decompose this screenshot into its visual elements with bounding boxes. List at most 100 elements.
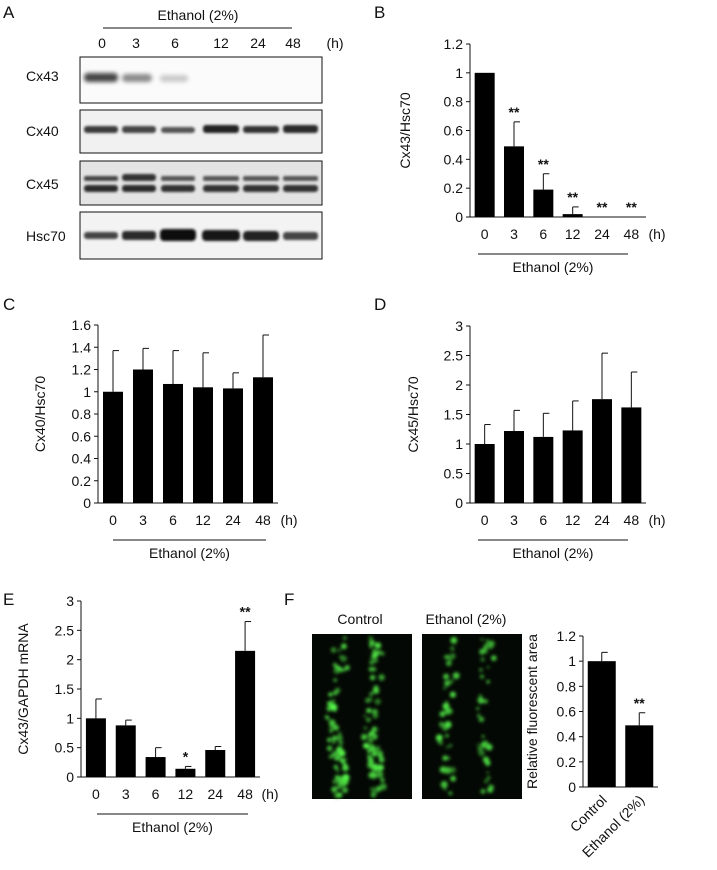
y-tick-label: 1.6 [72, 317, 92, 333]
fluorescent-punctum [366, 717, 371, 723]
y-tick-label: 0 [83, 495, 91, 511]
fluorescent-punctum [444, 721, 452, 728]
fluorescent-punctum [368, 697, 373, 702]
chart-cx43-protein: 0 0.2 0.4 0.6 0.8 1 1.2 Cx43/Hsc70 0 ** 3 ** 6 ** 12 **… [397, 36, 666, 275]
y-axis-title: Cx40/Hsc70 [32, 376, 48, 452]
significance-marker: ** [538, 156, 549, 172]
fluorescent-punctum [327, 701, 331, 706]
lane-label-24: 24 [250, 35, 266, 51]
bar [533, 189, 554, 217]
fluorescent-punctum [369, 735, 375, 740]
fluorescent-punctum [443, 673, 449, 680]
fluorescent-punctum [477, 713, 481, 718]
fluorescent-punctum [445, 700, 449, 704]
fluorescent-punctum [344, 665, 350, 671]
bar [474, 72, 495, 217]
fluorescent-punctum [480, 657, 485, 662]
fluorescent-punctum [449, 679, 454, 684]
y-tick-label: 1.2 [444, 36, 464, 52]
fluorescent-punctum [329, 754, 333, 759]
blot-image-hsc70 [79, 211, 323, 260]
fluorescent-punctum [367, 757, 374, 764]
fluorescent-punctum [374, 747, 379, 751]
y-tick-label: 0.5 [55, 740, 75, 756]
bar [115, 725, 136, 777]
fluorescent-punctum [367, 750, 371, 754]
image-label-control: Control [337, 611, 382, 627]
fluorescent-punctum [372, 713, 379, 719]
fluorescent-punctum [488, 640, 495, 648]
fluorescent-punctum [366, 708, 372, 714]
fluorescent-punctum [484, 779, 489, 784]
fluorescence-image-control [312, 634, 412, 799]
fluorescent-punctum [371, 787, 379, 795]
x-axis-unit: (h) [648, 226, 665, 242]
fluorescent-punctum [450, 775, 456, 782]
fluorescent-punctum [333, 724, 340, 731]
fluorescent-punctum [440, 781, 448, 788]
bar [474, 444, 495, 503]
x-tick-label: 0 [109, 512, 117, 528]
fluorescent-punctum [444, 680, 451, 687]
fluorescent-punctum [336, 783, 343, 790]
fluorescent-punctum [448, 744, 452, 748]
fluorescent-punctum [332, 690, 338, 696]
fluorescent-punctum [449, 766, 456, 774]
chart-cx45-protein: 0 0.5 1 1.5 2 2.5 3 Cx45/Hsc70 0 3 6 12 24 48 (h) Ethan… [405, 318, 666, 561]
blot-treatment-label: Ethanol (2%) [158, 7, 239, 23]
fluorescence-signal-ethanol [435, 636, 497, 796]
x-tick-label: 12 [565, 512, 581, 528]
fluorescent-punctum [445, 734, 449, 738]
group-label: Ethanol (2%) [132, 819, 213, 835]
y-tick-label: 0.5 [444, 466, 464, 482]
y-tick-label: 2 [66, 652, 74, 668]
panel-letter-d: D [374, 295, 386, 314]
bar [133, 369, 153, 503]
y-tick-label: 1.5 [444, 407, 464, 423]
x-tick-label: 24 [225, 512, 241, 528]
y-axis-title: Cx45/Hsc70 [405, 376, 421, 452]
fluorescent-punctum [363, 742, 369, 749]
fluorescent-punctum [439, 766, 447, 773]
bar [103, 391, 123, 503]
y-tick-label: 1.2 [72, 362, 92, 378]
bar [235, 650, 256, 777]
fluorescent-punctum [480, 789, 486, 794]
fluorescent-punctum [336, 768, 340, 772]
fluorescent-punctum [332, 699, 336, 702]
fluorescent-punctum [369, 771, 376, 778]
y-tick-label: 1 [568, 653, 576, 669]
y-tick-label: 2 [455, 377, 463, 393]
fluorescent-punctum [481, 735, 485, 738]
fluorescent-punctum [482, 756, 490, 763]
significance-marker: ** [567, 189, 578, 205]
lane-label-6: 6 [171, 35, 179, 51]
fluorescence-images: Control Ethanol (2%) [312, 611, 522, 799]
fluorescent-punctum [477, 697, 485, 704]
fluorescent-punctum [478, 716, 485, 722]
fluorescent-punctum [335, 757, 339, 761]
fluorescent-punctum [338, 731, 342, 736]
fluorescent-punctum [437, 740, 441, 745]
x-tick-label: 12 [565, 226, 581, 242]
fluorescent-punctum [370, 763, 373, 767]
fluorescent-punctum [368, 636, 373, 641]
fluorescent-punctum [342, 636, 347, 640]
x-tick-label: 0 [92, 786, 100, 802]
fluorescent-punctum [331, 786, 338, 793]
x-tick-label: 3 [122, 786, 130, 802]
y-tick-label: 1.2 [557, 628, 577, 644]
blot-row-label-cx45: Cx45 [26, 176, 59, 192]
fluorescent-punctum [340, 655, 347, 662]
x-tick-label: 48 [237, 786, 253, 802]
x-axis-unit: (h) [648, 512, 665, 528]
chart-cx40-protein: 0 0.2 0.4 0.6 0.8 1 1.2 1.4 1.6 Cx40/Hsc70 0 3 6 12 24… [32, 317, 298, 561]
blot-row-label-cx40: Cx40 [26, 123, 59, 139]
significance-marker: ** [597, 199, 608, 215]
y-tick-label: 3 [66, 593, 74, 609]
panel-letter-e: E [3, 590, 14, 609]
fluorescent-punctum [372, 687, 380, 694]
bar [533, 436, 554, 503]
fluorescent-punctum [336, 746, 343, 754]
fluorescent-punctum [371, 667, 377, 672]
